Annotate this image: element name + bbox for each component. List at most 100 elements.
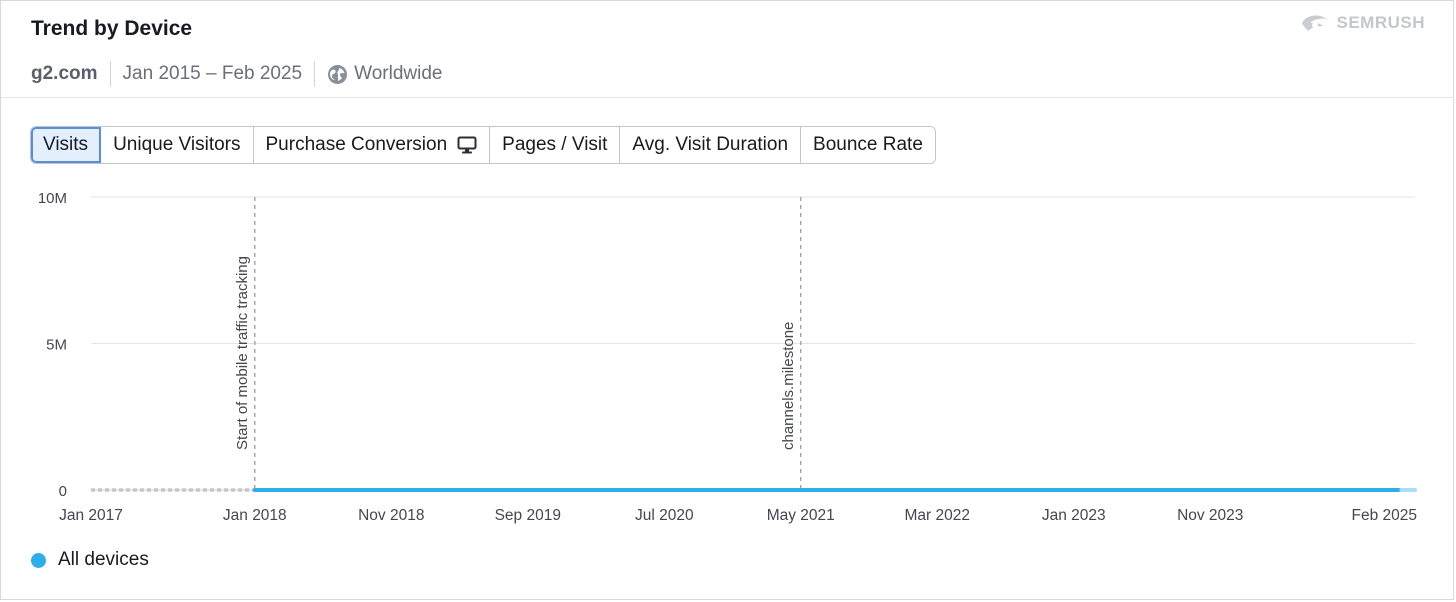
data-point[interactable] [1041,485,1051,495]
data-point[interactable] [564,485,574,495]
data-point[interactable] [1082,485,1092,495]
data-point[interactable] [864,485,874,495]
data-point[interactable] [878,485,888,495]
data-point[interactable] [796,485,806,495]
data-point[interactable] [960,485,970,495]
data-point[interactable] [304,485,314,495]
domain-label[interactable]: g2.com [31,63,98,84]
data-point[interactable] [468,485,478,495]
data-point[interactable] [482,485,492,495]
data-point[interactable] [263,485,273,495]
date-range-label[interactable]: Jan 2015 – Feb 2025 [122,63,303,84]
data-point[interactable] [373,485,383,495]
data-point[interactable] [441,485,451,495]
data-point[interactable] [1069,485,1079,495]
data-point[interactable] [768,485,778,495]
data-point[interactable] [1355,485,1365,495]
widget-title: Trend by Device [31,17,193,40]
data-point[interactable] [277,485,287,495]
data-point[interactable] [400,485,410,495]
data-point[interactable] [591,485,601,495]
data-point[interactable] [1246,485,1256,495]
data-point[interactable] [1383,485,1393,495]
data-point[interactable] [1110,485,1120,495]
data-point[interactable] [427,485,437,495]
data-point[interactable] [523,485,533,495]
data-point[interactable] [891,485,901,495]
data-point[interactable] [386,485,396,495]
data-point[interactable] [932,485,942,495]
data-point[interactable] [1178,485,1188,495]
data-point[interactable] [359,485,369,495]
tab-pages-per-visit[interactable]: Pages / Visit [490,127,621,163]
data-point[interactable] [1342,485,1352,495]
data-point[interactable] [1369,485,1379,495]
data-point[interactable] [755,485,765,495]
annotation-label: Start of mobile traffic tracking [234,256,251,450]
data-point[interactable] [646,485,656,495]
chart-legend[interactable]: All devices [31,549,149,571]
data-point[interactable] [905,485,915,495]
data-point[interactable] [809,485,819,495]
data-point[interactable] [714,485,724,495]
data-point[interactable] [318,485,328,495]
data-point[interactable] [1028,485,1038,495]
region-selector[interactable]: Worldwide [327,63,442,85]
data-point[interactable] [1151,485,1161,495]
data-point[interactable] [1287,485,1297,495]
data-point[interactable] [495,485,505,495]
visits-line-chart[interactable]: 0 5M 10M Start of mobile traffic tracking ch… [1,181,1455,531]
data-point[interactable] [1274,485,1284,495]
data-point[interactable] [1314,485,1324,495]
data-point[interactable] [291,485,301,495]
data-point[interactable] [687,485,697,495]
data-point[interactable] [414,485,424,495]
data-point[interactable] [823,485,833,495]
data-point[interactable] [700,485,710,495]
data-point[interactable] [1205,485,1215,495]
tab-visits[interactable]: Visits [31,127,102,163]
data-point[interactable] [632,485,642,495]
data-point[interactable] [509,485,519,495]
data-point[interactable] [1096,485,1106,495]
data-point[interactable] [782,485,792,495]
data-point[interactable] [1301,485,1311,495]
data-point[interactable] [850,485,860,495]
data-point[interactable] [1410,485,1420,495]
data-point[interactable] [577,485,587,495]
tab-purchase-conversion[interactable]: Purchase Conversion [253,127,491,163]
data-point[interactable] [1014,485,1024,495]
data-point[interactable] [1328,485,1338,495]
data-point[interactable] [919,485,929,495]
data-point[interactable] [1123,485,1133,495]
data-point[interactable] [345,485,355,495]
data-point[interactable] [741,485,751,495]
data-point[interactable] [673,485,683,495]
tab-unique-visitors[interactable]: Unique Visitors [101,127,254,163]
data-point[interactable] [332,485,342,495]
data-point[interactable] [1164,485,1174,495]
data-point[interactable] [1137,485,1147,495]
tab-bounce-rate[interactable]: Bounce Rate [801,127,935,163]
data-point[interactable] [728,485,738,495]
data-point[interactable] [250,485,260,495]
data-point[interactable] [946,485,956,495]
data-point[interactable] [973,485,983,495]
data-point[interactable] [605,485,615,495]
data-point[interactable] [1396,485,1406,495]
data-point[interactable] [536,485,546,495]
data-point[interactable] [1001,485,1011,495]
data-point[interactable] [837,485,847,495]
data-point[interactable] [618,485,628,495]
tab-avg-visit-duration[interactable]: Avg. Visit Duration [620,127,802,163]
data-point[interactable] [1260,485,1270,495]
data-point[interactable] [1055,485,1065,495]
data-point[interactable] [455,485,465,495]
data-point[interactable] [550,485,560,495]
data-point[interactable] [1233,485,1243,495]
data-point[interactable] [659,485,669,495]
data-point[interactable] [1192,485,1202,495]
data-point[interactable] [987,485,997,495]
region-label: Worldwide [354,63,443,84]
data-point[interactable] [1219,485,1229,495]
